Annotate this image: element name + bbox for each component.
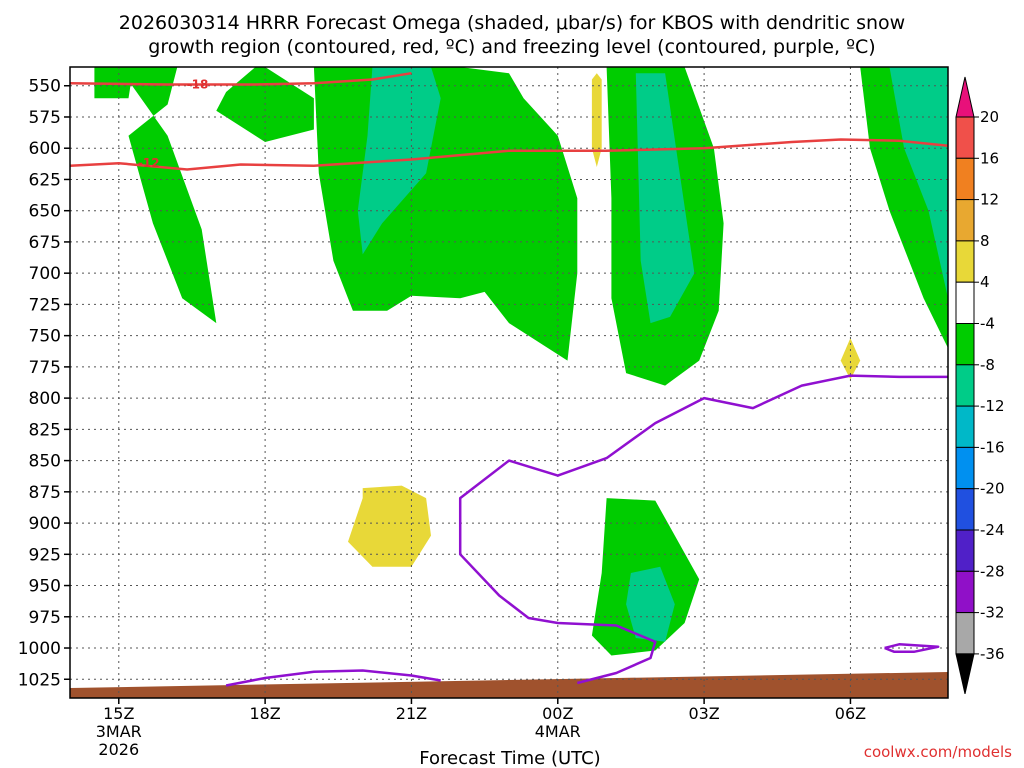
y-tick-label-675: 675 bbox=[29, 233, 61, 253]
y-tick-label-900: 900 bbox=[29, 514, 61, 534]
y-tick-label-700: 700 bbox=[29, 264, 61, 284]
omega-region-13 bbox=[840, 338, 861, 380]
y-tick-label-850: 850 bbox=[29, 452, 61, 472]
chart-title-line-1: 2026030314 HRRR Forecast Omega (shaded, … bbox=[119, 12, 905, 34]
colorbar-cell-4 bbox=[955, 240, 975, 283]
omega-region-6 bbox=[635, 73, 695, 324]
x-tick-label-00Z: 00Z bbox=[542, 704, 573, 723]
freezing-contour-0 bbox=[225, 669, 441, 687]
dgz-contour-label-1: -12 bbox=[138, 156, 160, 170]
y-tick-label-825: 825 bbox=[29, 420, 61, 440]
y-tick-label-725: 725 bbox=[29, 295, 61, 315]
dgz-contour-label-0: -18 bbox=[187, 77, 209, 91]
omega-region-2 bbox=[143, 67, 314, 142]
colorbar-cell-10 bbox=[955, 488, 975, 531]
colorbar-cell-5 bbox=[955, 281, 975, 325]
dgz-contour-0 bbox=[70, 71, 412, 86]
colorbar-top-arrow bbox=[955, 76, 975, 118]
colorbar-cell-8 bbox=[955, 405, 975, 448]
colorbar-cell-13 bbox=[955, 612, 975, 655]
colorbar-cell-7 bbox=[955, 364, 975, 407]
y-tick-label-875: 875 bbox=[29, 483, 61, 503]
terrain-fill bbox=[70, 672, 948, 698]
x-tick-label-03Z: 03Z bbox=[688, 704, 719, 723]
colorbar-label-13: -36 bbox=[980, 645, 1005, 663]
y-axis: 550 575 600 625 650 675 700 725 750 775 800 825 850 8… bbox=[18, 77, 70, 690]
grid-lines bbox=[70, 67, 948, 698]
colorbar: 20 16 12 8 4 -4 -8 -12 -16 -20 -24 -28 -32 -36 bbox=[955, 76, 1005, 695]
colorbar-label-9: -20 bbox=[980, 480, 1005, 498]
omega-region-10 bbox=[626, 566, 675, 642]
freezing-contour-1 bbox=[458, 374, 948, 685]
colorbar-label-12: -32 bbox=[980, 604, 1005, 622]
colorbar-label-7: -12 bbox=[980, 397, 1005, 415]
contour-layer: -18 -12 bbox=[70, 71, 948, 687]
colorbar-label-4: 4 bbox=[980, 273, 990, 291]
y-tick-label-575: 575 bbox=[29, 108, 61, 128]
omega-shading-layer bbox=[94, 67, 948, 656]
omega-region-8 bbox=[889, 67, 948, 299]
x-axis-title: Forecast Time (UTC) bbox=[419, 748, 600, 768]
colorbar-cell-3 bbox=[955, 199, 975, 242]
x-tick-label-21Z: 21Z bbox=[396, 704, 427, 723]
chart-title-line-2: growth region (contoured, red, ºC) and f… bbox=[148, 36, 875, 58]
y-tick-label-1025: 1025 bbox=[18, 670, 61, 690]
x-date-label-15Z: 3MAR bbox=[96, 722, 142, 741]
y-tick-label-1000: 1000 bbox=[18, 639, 61, 659]
plot-frame bbox=[69, 66, 949, 699]
omega-region-1 bbox=[118, 67, 217, 324]
colorbar-cell-1 bbox=[955, 116, 975, 159]
x-tick-label-15Z: 15Z bbox=[103, 704, 134, 723]
omega-region-3 bbox=[313, 67, 578, 361]
colorbar-cell-9 bbox=[955, 446, 975, 490]
y-tick-label-950: 950 bbox=[29, 577, 61, 597]
colorbar-label-11: -28 bbox=[980, 562, 1005, 580]
credit-text: coolwx.com/models bbox=[864, 743, 1012, 761]
colorbar-label-3: 8 bbox=[980, 232, 990, 250]
omega-region-11 bbox=[348, 485, 431, 567]
colorbar-cell-11 bbox=[955, 529, 975, 572]
y-tick-label-800: 800 bbox=[29, 389, 61, 409]
dgz-contour-1 bbox=[70, 138, 948, 171]
colorbar-label-0: 20 bbox=[980, 108, 999, 126]
x-year-label-15Z: 2026 bbox=[98, 740, 139, 759]
colorbar-bottom-arrow bbox=[955, 653, 975, 695]
colorbar-cell-12 bbox=[955, 570, 975, 614]
colorbar-cell-6 bbox=[955, 323, 975, 366]
y-tick-label-550: 550 bbox=[29, 77, 61, 97]
y-tick-label-600: 600 bbox=[29, 139, 61, 159]
y-tick-label-775: 775 bbox=[29, 358, 61, 378]
freezing-contour-2 bbox=[884, 643, 940, 654]
colorbar-cell-2 bbox=[955, 157, 975, 201]
y-tick-label-975: 975 bbox=[29, 608, 61, 628]
y-tick-label-650: 650 bbox=[29, 202, 61, 222]
colorbar-label-1: 16 bbox=[980, 149, 999, 167]
x-tick-label-18Z: 18Z bbox=[249, 704, 280, 723]
y-tick-label-625: 625 bbox=[29, 170, 61, 190]
y-tick-label-750: 750 bbox=[29, 327, 61, 347]
colorbar-label-8: -16 bbox=[980, 438, 1005, 456]
colorbar-label-6: -8 bbox=[980, 356, 995, 374]
colorbar-label-2: 12 bbox=[980, 191, 999, 209]
x-tick-label-06Z: 06Z bbox=[835, 704, 866, 723]
colorbar-label-5: -4 bbox=[980, 315, 995, 333]
colorbar-label-10: -24 bbox=[980, 521, 1005, 539]
y-tick-label-925: 925 bbox=[29, 545, 61, 565]
omega-region-12 bbox=[591, 73, 602, 167]
x-date-label-00Z: 4MAR bbox=[535, 722, 581, 741]
